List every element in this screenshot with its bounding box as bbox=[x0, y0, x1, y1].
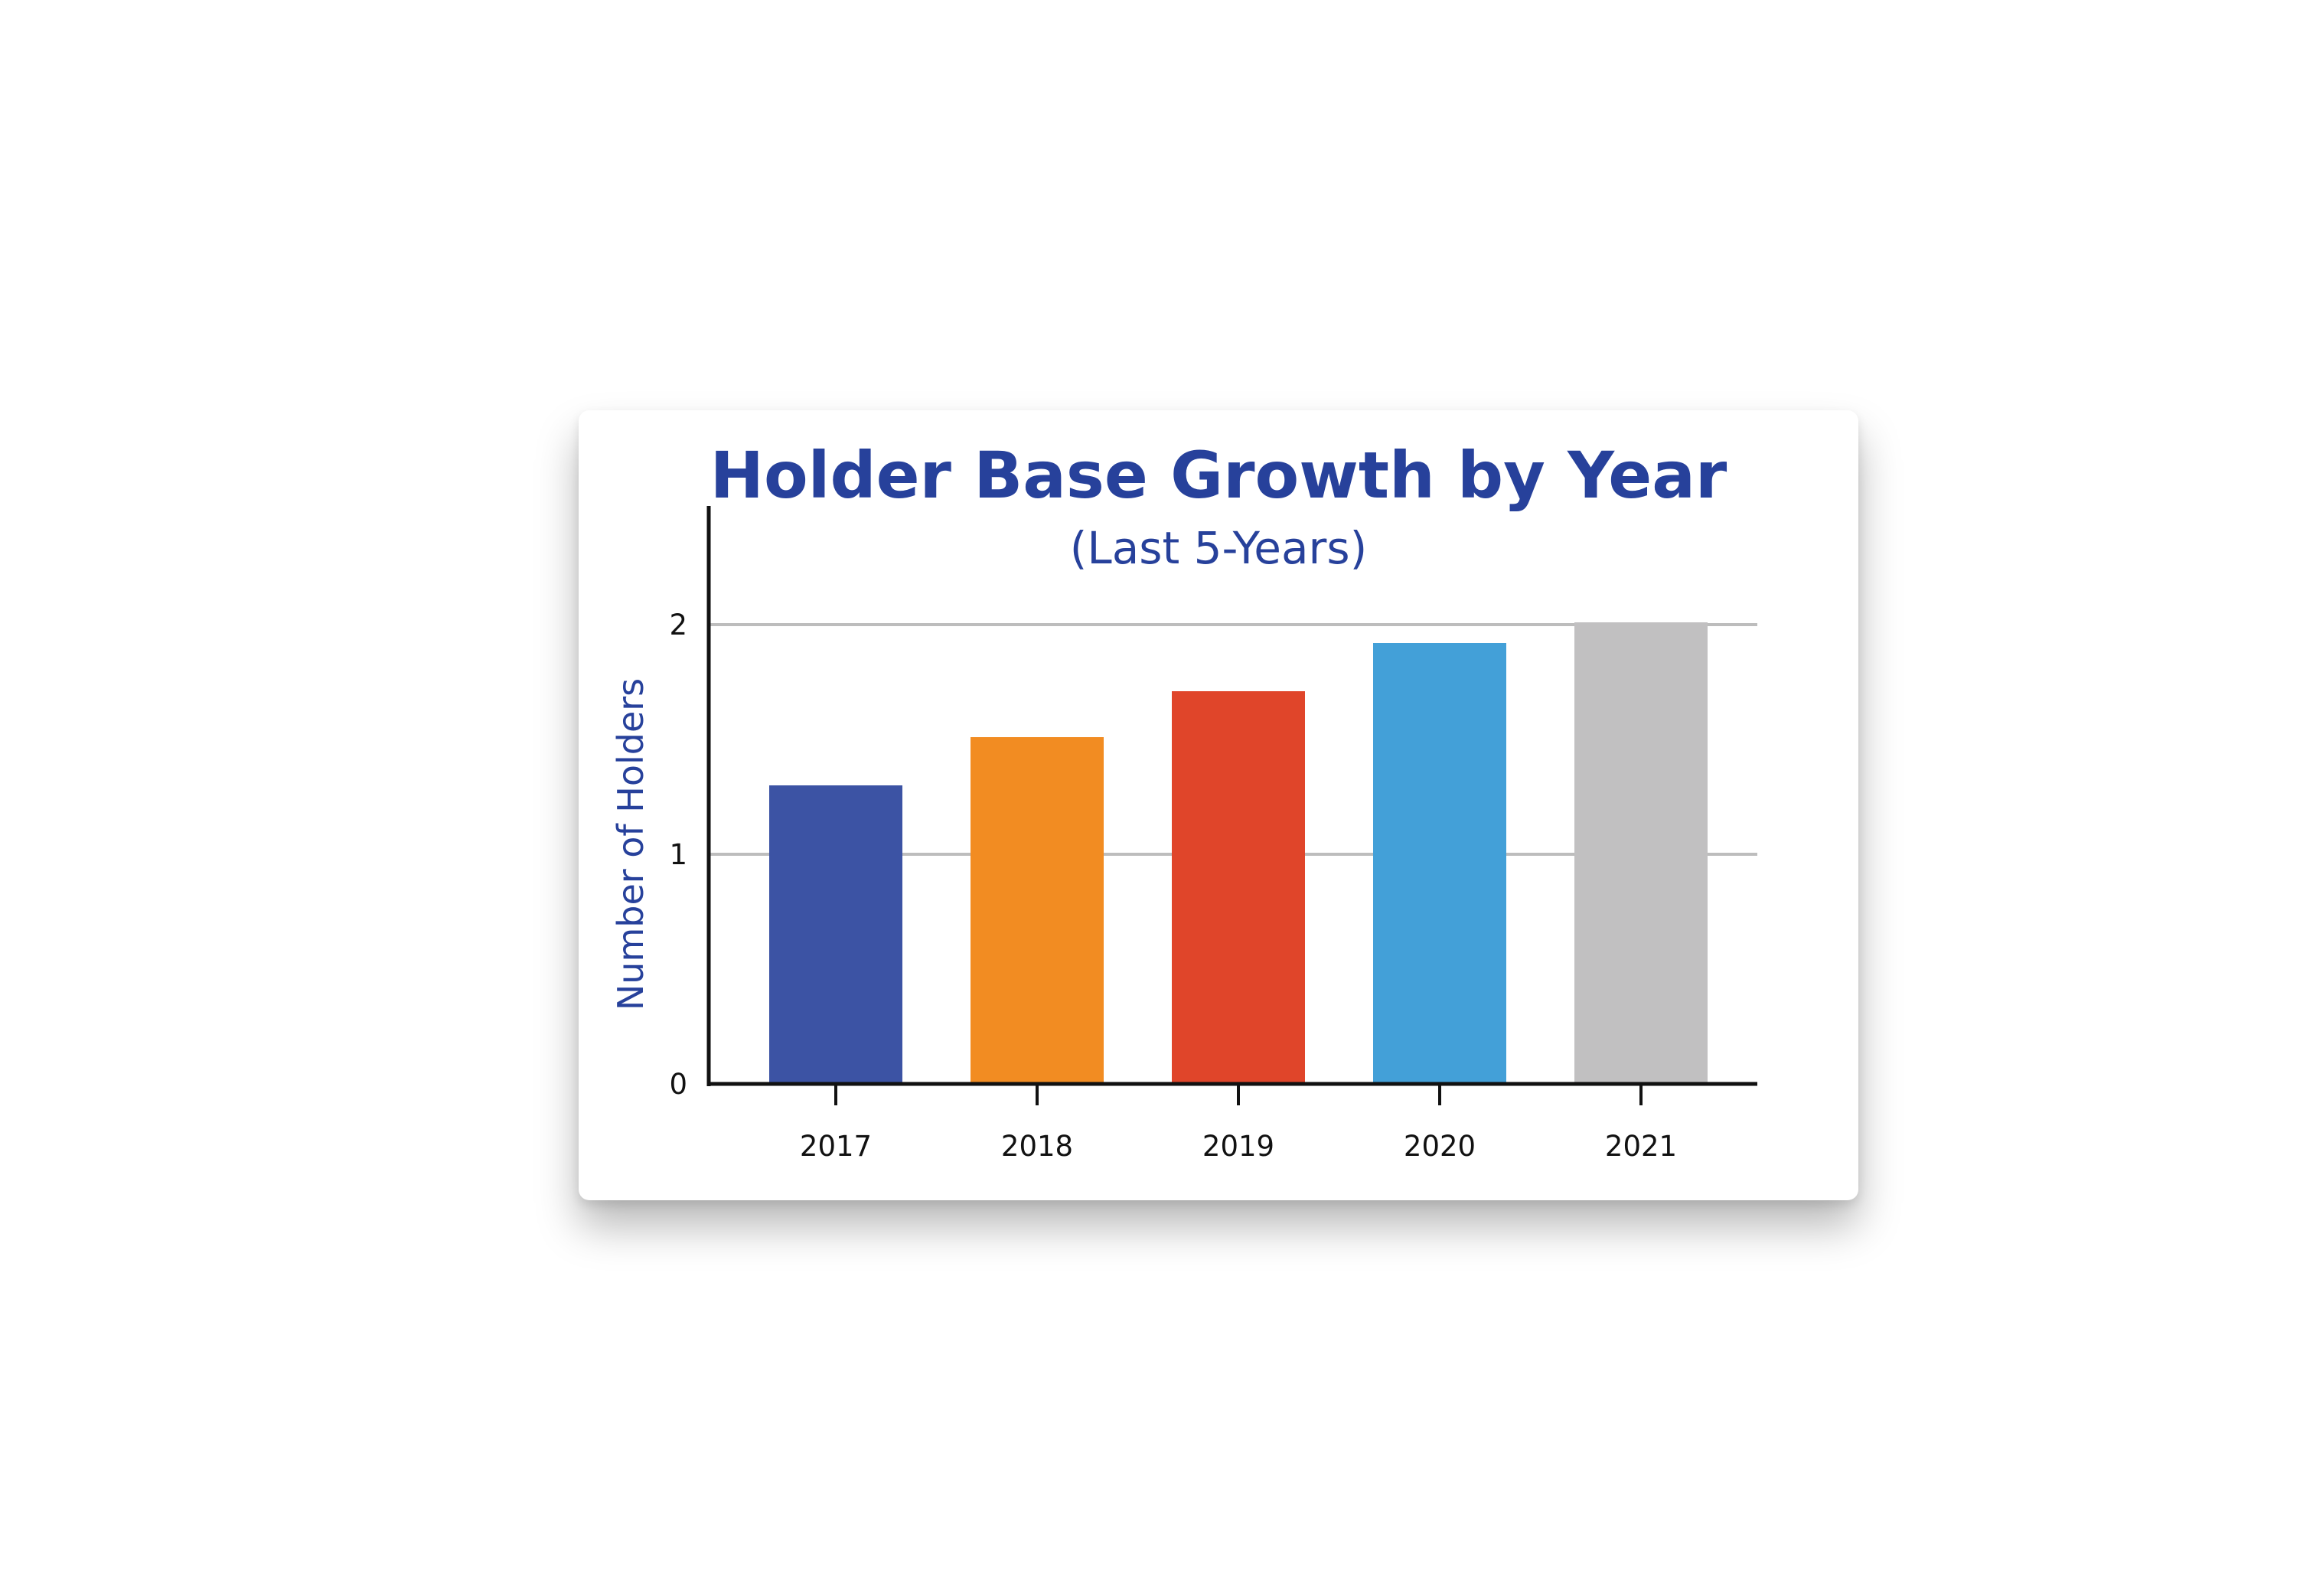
bar-chart: Holder Base Growth by Year (Last 5-Years… bbox=[610, 438, 1757, 1163]
y-tick-label-2: 2 bbox=[669, 609, 687, 641]
bar-2020 bbox=[1373, 643, 1506, 1084]
x-tick-labels: 2017 2018 2019 2020 2021 bbox=[800, 1130, 1677, 1163]
bar-2018 bbox=[971, 737, 1104, 1084]
bar-2017 bbox=[769, 785, 902, 1084]
bars bbox=[769, 622, 1708, 1084]
chart-subtitle: (Last 5-Years) bbox=[1070, 522, 1367, 574]
y-tick-label-0: 0 bbox=[669, 1068, 687, 1101]
chart-title: Holder Base Growth by Year bbox=[710, 438, 1727, 513]
y-axis-label: Number of Holders bbox=[610, 678, 651, 1010]
x-tick-label-2017: 2017 bbox=[800, 1130, 872, 1163]
x-tick-label-2018: 2018 bbox=[1001, 1130, 1073, 1163]
x-tick-label-2021: 2021 bbox=[1605, 1130, 1677, 1163]
y-tick-labels: 0 1 2 bbox=[669, 609, 687, 1101]
x-tick-label-2019: 2019 bbox=[1202, 1130, 1274, 1163]
bar-2021 bbox=[1574, 622, 1708, 1084]
x-tick-label-2020: 2020 bbox=[1404, 1130, 1476, 1163]
chart-card: Holder Base Growth by Year (Last 5-Years… bbox=[579, 410, 1858, 1200]
y-tick-label-1: 1 bbox=[669, 838, 687, 871]
bar-2019 bbox=[1172, 691, 1305, 1084]
axes bbox=[706, 506, 1757, 1105]
